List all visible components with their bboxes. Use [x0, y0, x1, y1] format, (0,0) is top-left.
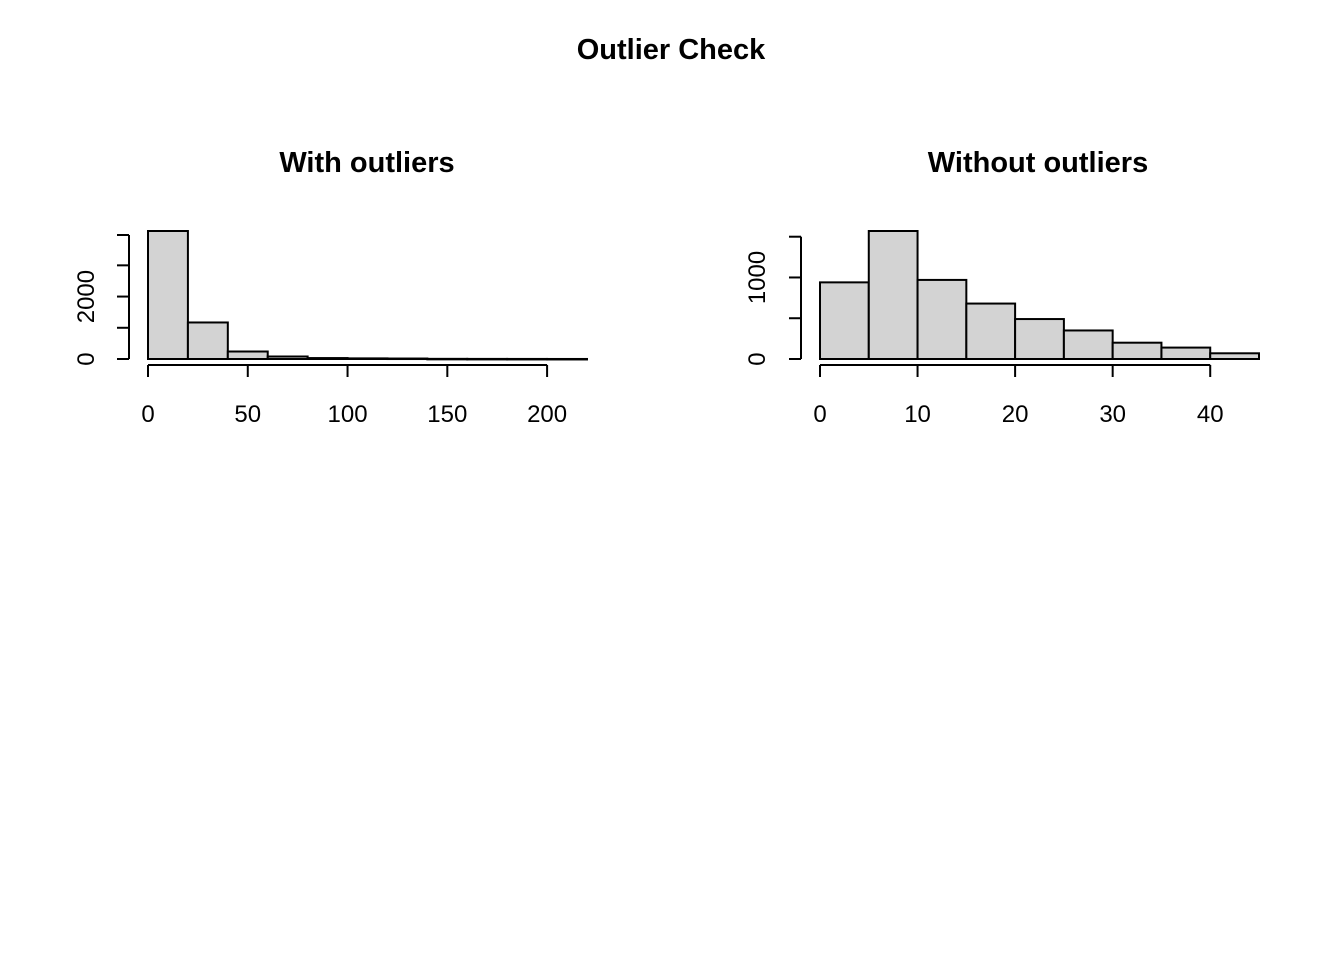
histogram-bar: [916, 278, 968, 361]
histogram-bar: [1111, 341, 1163, 361]
x-tick-label: 200: [527, 401, 567, 428]
y-tick-label: 0: [73, 352, 100, 365]
histogram-bar: [867, 230, 919, 360]
bars-with-outliers: [147, 230, 588, 361]
x-tick-label: 20: [1002, 401, 1029, 428]
panel-without-outliers: Without outliers 0 10 20 30 40 0 1000: [744, 147, 1260, 428]
histogram-bar: [147, 230, 189, 360]
y-axis-with-outliers: 0 2000: [73, 234, 130, 366]
y-tick-label: 2000: [73, 270, 100, 323]
panel-title-without-outliers: Without outliers: [928, 147, 1148, 179]
histogram-bar: [386, 357, 429, 361]
y-axis-without-outliers: 0 1000: [744, 235, 802, 366]
histogram-bar: [1160, 346, 1212, 361]
x-tick-label: 100: [328, 401, 368, 428]
histogram-bar: [965, 302, 1017, 361]
histogram-bar: [186, 321, 229, 361]
x-axis-without-outliers: 0 10 20 30 40: [813, 364, 1224, 428]
x-axis-with-outliers: 0 50 100 150 200: [141, 364, 567, 428]
y-tick-label: 0: [744, 352, 771, 365]
histogram-bar: [819, 281, 870, 361]
histogram-bar: [266, 355, 309, 361]
histogram-bar: [1209, 352, 1260, 361]
x-tick-label: 0: [141, 401, 154, 428]
histogram-bar: [226, 350, 269, 361]
x-tick-label: 150: [427, 401, 467, 428]
x-tick-label: 40: [1197, 401, 1224, 428]
histogram-bar: [546, 357, 588, 361]
x-tick-label: 10: [904, 401, 931, 428]
histogram-bar: [1062, 329, 1114, 360]
y-tick-label: 1000: [744, 251, 771, 304]
x-tick-label: 50: [234, 401, 261, 428]
histogram-bar: [346, 357, 389, 361]
x-tick-label: 0: [813, 401, 826, 428]
histogram-bar: [466, 357, 509, 361]
x-tick-label: 30: [1099, 401, 1126, 428]
figure-title: Outlier Check: [577, 34, 766, 66]
histogram-bar: [426, 357, 469, 361]
histogram-bar: [306, 357, 349, 361]
histogram-bar: [506, 357, 549, 361]
histogram-bar: [1014, 318, 1065, 361]
panel-with-outliers: With outliers 0 50 100 150 200 0 2000: [73, 147, 588, 428]
panel-title-with-outliers: With outliers: [279, 147, 454, 179]
bars-without-outliers: [819, 230, 1260, 361]
